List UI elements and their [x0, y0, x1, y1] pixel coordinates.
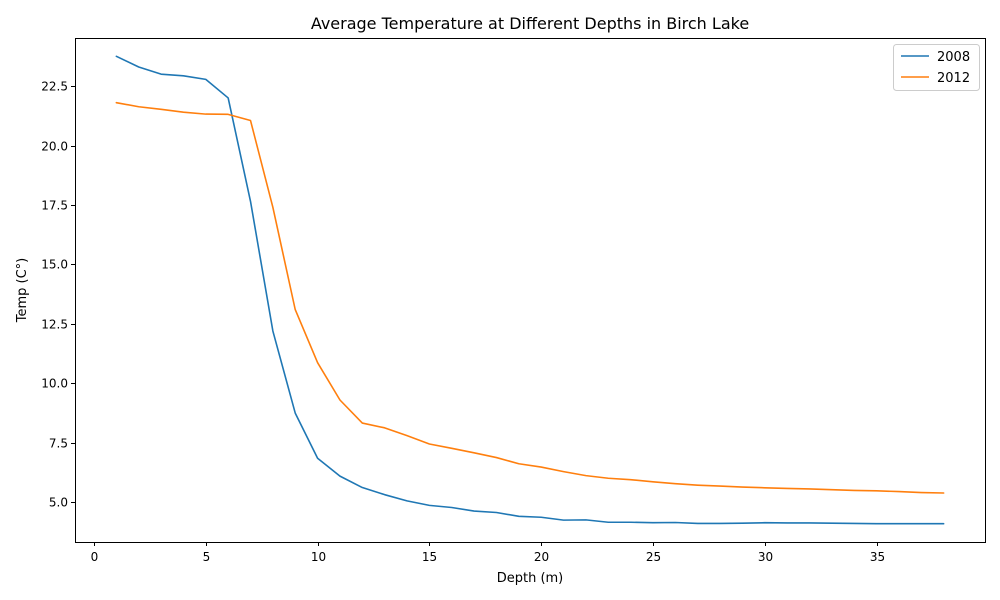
legend-label-2008: 2008 [937, 50, 970, 65]
y-tick-label: 7.5 [49, 437, 68, 451]
x-tick-label: 5 [203, 550, 211, 564]
series-line-2008 [115, 55, 945, 525]
y-axis: 5.0 7.5 10.0 12.5 15.0 17.5 20.0 22.5 [41, 80, 75, 510]
y-tick-label: 10.0 [41, 377, 68, 391]
y-tick-label: 12.5 [41, 318, 68, 332]
x-axis: 0 5 10 15 20 25 30 35 [91, 542, 885, 564]
y-tick-label: 22.5 [41, 80, 68, 94]
y-tick-label: 20.0 [41, 140, 68, 154]
legend: 2008 2012 [893, 44, 980, 91]
x-tick-label: 10 [311, 550, 326, 564]
y-tick-label: 15.0 [41, 258, 68, 272]
x-tick-label: 0 [91, 550, 99, 564]
axes-frame [75, 38, 986, 543]
x-tick-label: 25 [646, 550, 661, 564]
x-tick-label: 15 [422, 550, 437, 564]
chart-title: Average Temperature at Different Depths … [311, 14, 749, 33]
x-tick-label: 30 [758, 550, 773, 564]
x-tick-label: 35 [870, 550, 885, 564]
x-axis-label: Depth (m) [497, 571, 564, 586]
x-tick-label: 20 [534, 550, 549, 564]
plot-area [115, 55, 945, 525]
series-line-2012 [115, 101, 945, 494]
legend-label-2012: 2012 [937, 71, 970, 86]
y-tick-label: 17.5 [41, 199, 68, 213]
y-axis-label: Temp (C°) [15, 258, 30, 324]
y-tick-label: 5.0 [49, 496, 68, 510]
